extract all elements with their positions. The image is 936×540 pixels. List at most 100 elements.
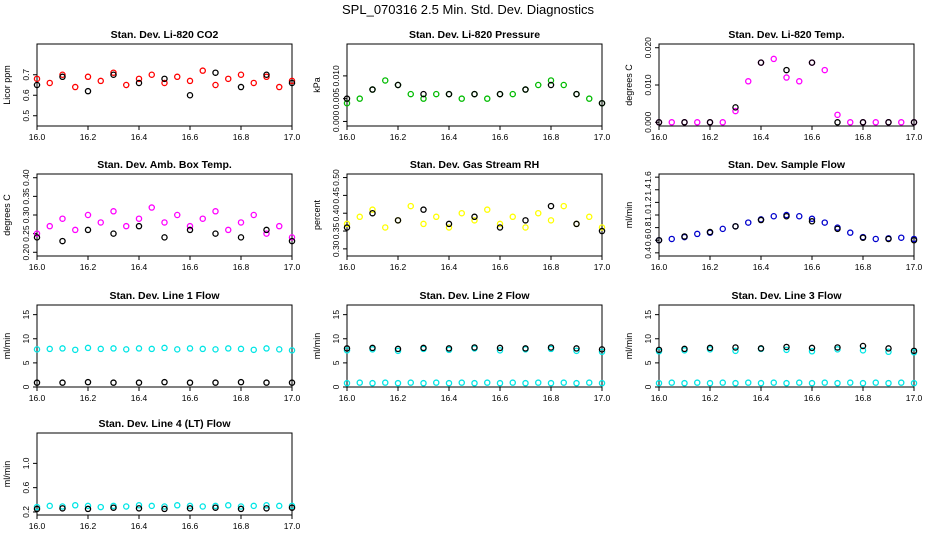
data-point (757, 216, 765, 224)
data-point (910, 119, 918, 126)
data-point (135, 502, 143, 509)
data-point (898, 379, 905, 386)
data-point (496, 90, 504, 98)
x-tick-label: 16.4 (131, 132, 148, 142)
data-point (369, 209, 376, 217)
data-point (732, 347, 739, 355)
data-point (834, 379, 841, 387)
data-point (522, 345, 529, 352)
data-point (59, 71, 66, 79)
data-point (186, 222, 194, 230)
chart-panel-6: Stan. Dev. Sample Flow ml/min 16.0 16.2 16.4… (624, 159, 923, 272)
data-point (458, 379, 465, 386)
data-point (72, 83, 79, 91)
x-tick-label: 16.0 (29, 393, 46, 403)
data-point (522, 217, 529, 224)
data-point (288, 77, 296, 85)
data-point (161, 79, 168, 87)
data-point (161, 344, 168, 352)
data-point (263, 502, 270, 509)
data-point (59, 215, 66, 222)
data-point (783, 213, 790, 220)
data-point (420, 90, 427, 98)
data-point (394, 217, 402, 224)
data-point (522, 224, 529, 231)
data-point (33, 75, 41, 83)
data-point (783, 66, 790, 74)
data-point (161, 378, 168, 386)
data-point (343, 220, 351, 228)
data-point (847, 379, 854, 386)
series-1 (655, 55, 918, 126)
x-tick-label: 16.8 (233, 262, 250, 272)
chart-panel-3: Stan. Dev. Li-820 Temp. degrees C 16.0 16.2… (624, 29, 923, 142)
data-point (110, 345, 117, 352)
data-point (586, 213, 593, 221)
data-point (586, 379, 593, 386)
data-point (732, 379, 739, 387)
series-2 (343, 202, 606, 235)
data-point (770, 213, 778, 220)
data-point (237, 71, 245, 79)
x-tick-label: 16.4 (753, 393, 770, 403)
data-point (224, 345, 232, 352)
series-1 (33, 67, 296, 91)
series-1 (33, 344, 296, 354)
data-point (135, 379, 143, 386)
y-tick-label: 0.30 (331, 240, 341, 257)
data-point (148, 502, 155, 510)
x-tick-label: 17.0 (284, 262, 301, 272)
data-point (535, 209, 542, 217)
data-point (263, 230, 270, 237)
data-point (199, 345, 206, 353)
data-point (598, 379, 606, 387)
data-point (199, 67, 206, 74)
data-point (343, 95, 351, 102)
data-point (186, 77, 194, 85)
x-tick-label: 16.8 (233, 521, 250, 531)
x-tick-label: 16.6 (804, 132, 821, 142)
data-point (237, 83, 245, 91)
data-point (535, 379, 542, 386)
data-point (84, 73, 92, 81)
data-point (655, 379, 663, 387)
data-point (263, 71, 270, 79)
data-point (808, 59, 816, 66)
data-point (598, 227, 606, 235)
data-point (681, 379, 688, 387)
y-tick-label: 0.6 (21, 481, 31, 493)
x-tick-label: 17.0 (284, 393, 301, 403)
x-tick-label: 16.2 (702, 262, 719, 272)
y-axis-label: Licor ppm (2, 65, 12, 105)
data-point (432, 379, 440, 386)
chart-panel-5: Stan. Dev. Gas Stream RH percent 16.0 16.2 1… (312, 159, 611, 272)
data-point (275, 346, 283, 353)
data-point (161, 219, 168, 226)
y-tick-label: 1.0 (21, 457, 31, 469)
data-point (796, 78, 803, 85)
x-tick-label: 16.8 (543, 262, 560, 272)
y-tick-label: 0.7 (21, 69, 31, 81)
data-point (745, 219, 752, 226)
data-point (420, 206, 427, 213)
y-tick-label: 0.50 (331, 169, 341, 186)
y-tick-label: 0.2 (21, 506, 31, 518)
series-3 (655, 342, 918, 355)
y-tick-label: 0.000 (643, 111, 653, 133)
data-point (237, 503, 245, 510)
y-tick-label: 0.010 (331, 65, 341, 87)
x-tick-label: 16.0 (651, 132, 668, 142)
data-point (394, 379, 402, 387)
data-point (237, 234, 245, 241)
data-point (343, 345, 351, 352)
plot-frame (658, 43, 915, 127)
x-tick-label: 16.4 (131, 521, 148, 531)
data-point (381, 224, 389, 231)
x-tick-label: 16.4 (441, 262, 458, 272)
data-point (796, 213, 803, 220)
data-point (872, 379, 880, 386)
y-tick-label: 0.005 (331, 88, 341, 110)
y-tick-label: 1.0 (643, 209, 653, 221)
data-point (288, 79, 296, 87)
